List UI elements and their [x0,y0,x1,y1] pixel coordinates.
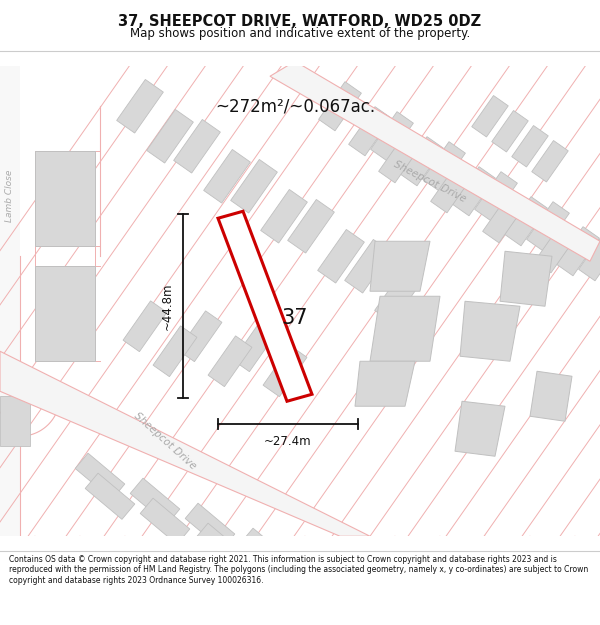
Polygon shape [287,199,334,253]
Polygon shape [203,149,250,203]
Polygon shape [505,197,547,246]
Polygon shape [116,79,163,133]
Text: Lamb Close: Lamb Close [5,170,14,222]
Polygon shape [349,107,391,156]
Polygon shape [472,96,508,137]
Text: ~272m²/~0.067ac.: ~272m²/~0.067ac. [215,98,375,115]
Text: Sheepcot Drive: Sheepcot Drive [132,411,198,472]
Polygon shape [173,119,220,173]
Polygon shape [422,142,466,191]
Polygon shape [185,503,235,549]
Polygon shape [460,301,520,361]
Polygon shape [557,227,599,276]
Polygon shape [535,224,577,273]
Polygon shape [146,109,193,163]
Polygon shape [153,326,197,377]
Polygon shape [75,453,125,499]
Polygon shape [35,151,95,246]
Polygon shape [452,167,496,216]
Polygon shape [355,361,415,406]
Polygon shape [578,232,600,281]
Polygon shape [370,241,430,291]
Polygon shape [532,141,568,182]
Polygon shape [230,159,277,213]
Polygon shape [371,112,413,161]
Polygon shape [482,194,526,243]
Text: Sheepcot Drive: Sheepcot Drive [392,159,468,204]
Polygon shape [208,336,252,387]
Polygon shape [455,401,505,456]
Polygon shape [85,473,135,519]
Text: ~27.4m: ~27.4m [264,435,312,447]
Polygon shape [218,211,312,401]
Polygon shape [344,239,391,293]
Text: Map shows position and indicative extent of the property.: Map shows position and indicative extent… [130,28,470,41]
Polygon shape [233,321,277,372]
Polygon shape [260,189,307,243]
Text: 37, SHEEPCOT DRIVE, WATFORD, WD25 0DZ: 37, SHEEPCOT DRIVE, WATFORD, WD25 0DZ [118,14,482,29]
Polygon shape [319,82,361,131]
Polygon shape [0,66,20,536]
Polygon shape [530,371,572,421]
Polygon shape [379,134,421,183]
Polygon shape [431,164,473,213]
Polygon shape [35,266,95,361]
Polygon shape [270,61,600,261]
Polygon shape [475,172,517,221]
Polygon shape [492,111,528,152]
Text: 37: 37 [282,308,308,328]
Polygon shape [263,346,307,397]
Polygon shape [140,498,190,544]
Polygon shape [527,202,569,251]
Polygon shape [512,126,548,167]
Polygon shape [240,528,290,574]
Polygon shape [0,351,370,536]
Polygon shape [370,296,440,361]
Polygon shape [178,311,222,362]
Polygon shape [374,269,421,323]
Polygon shape [317,229,364,283]
Polygon shape [0,396,30,446]
Polygon shape [500,251,552,306]
Polygon shape [401,137,443,186]
Polygon shape [123,301,167,352]
Text: ~44.8m: ~44.8m [161,282,173,330]
Polygon shape [130,478,180,524]
Polygon shape [195,523,245,569]
Text: Contains OS data © Crown copyright and database right 2021. This information is : Contains OS data © Crown copyright and d… [9,555,588,585]
